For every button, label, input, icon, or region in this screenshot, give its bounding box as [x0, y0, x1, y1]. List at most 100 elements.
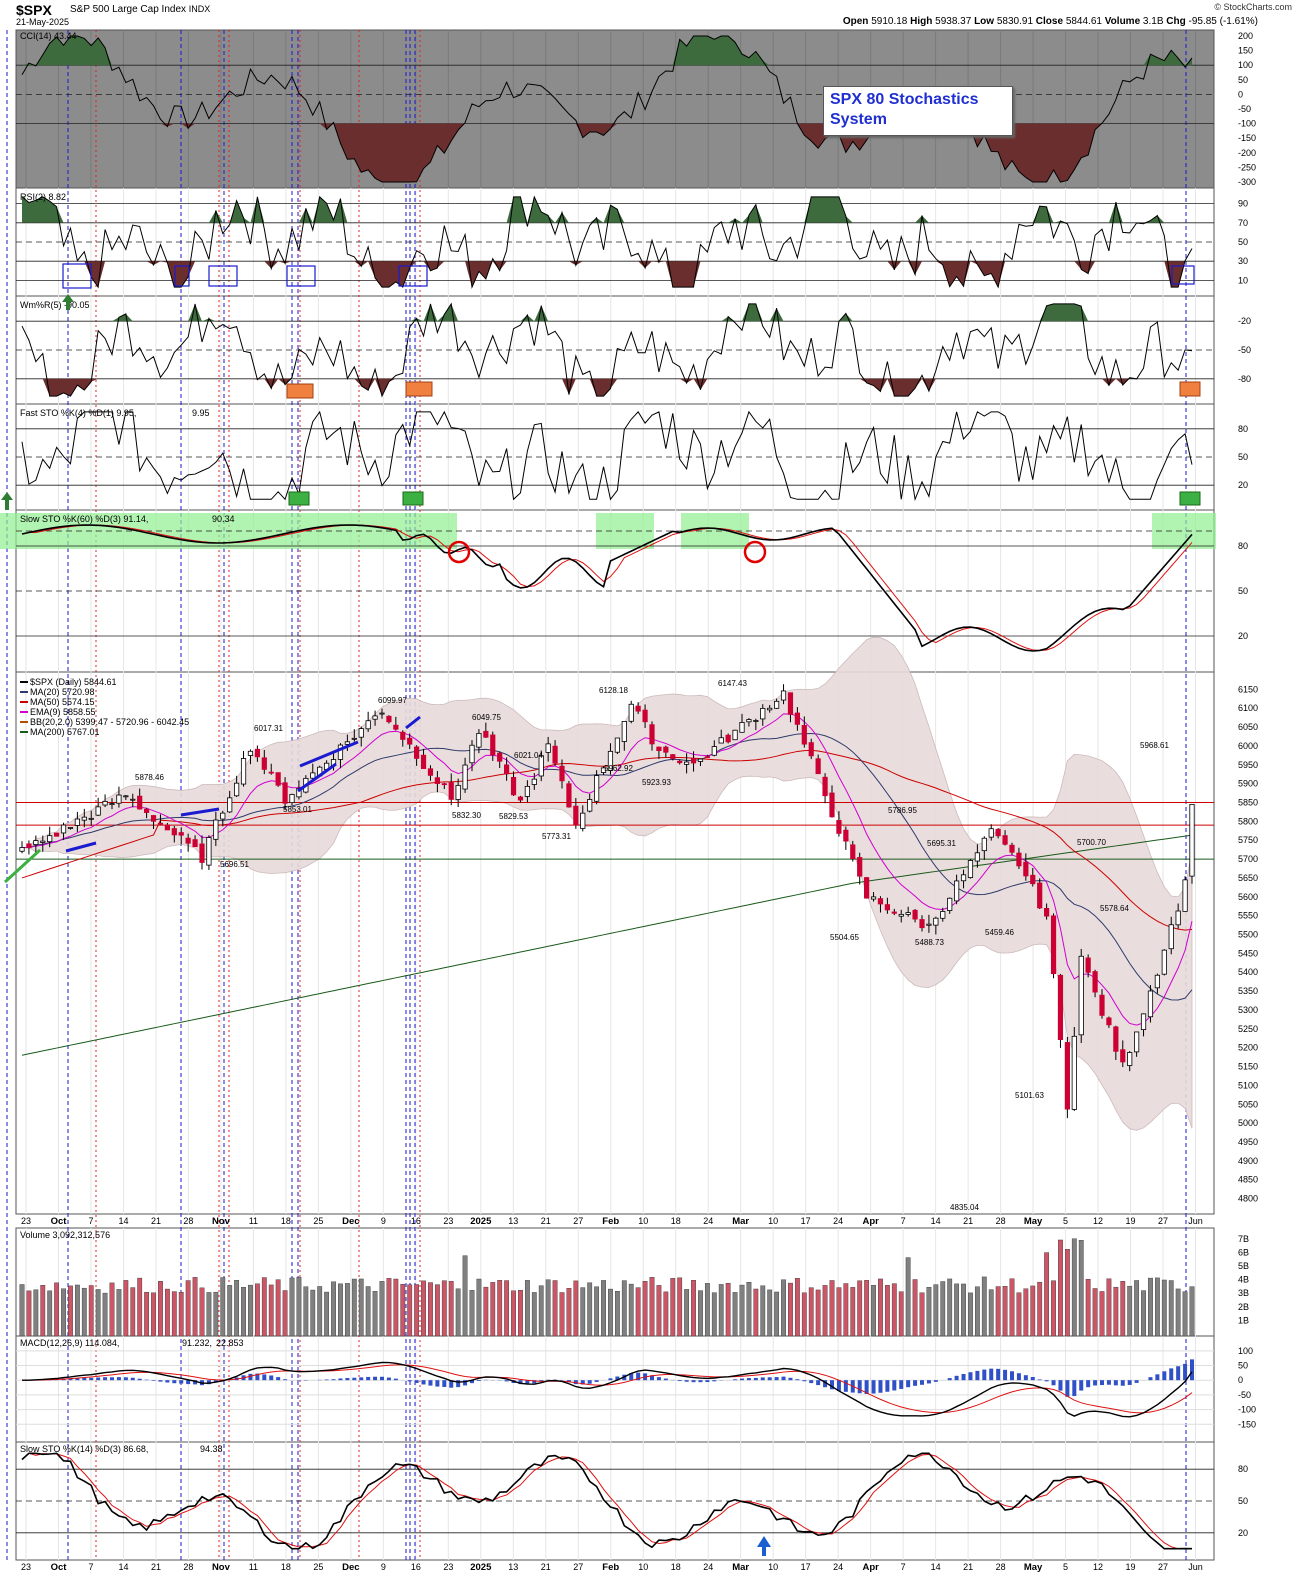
sell-signal-circle: [447, 540, 471, 564]
price-tick: 4900: [1238, 1156, 1258, 1166]
candle-body: [531, 778, 537, 785]
volume-bar: [698, 1290, 703, 1337]
macd-histogram-bar: [913, 1380, 918, 1386]
x-axis-label: 21: [541, 1216, 551, 1226]
volume-tick: 3B: [1238, 1288, 1249, 1298]
exchange: INDX: [188, 4, 211, 14]
candle-body: [157, 822, 164, 825]
x-axis-label: 27: [1158, 1216, 1168, 1226]
volume-bar: [988, 1289, 994, 1337]
candle-body: [954, 880, 960, 902]
macd-histogram-bar: [636, 1372, 641, 1381]
candle-body: [704, 756, 710, 759]
x-axis-label: May: [1024, 1216, 1043, 1227]
macd-histogram-bar: [504, 1380, 509, 1382]
candle-body: [109, 803, 115, 805]
price-tick: 5700: [1238, 854, 1258, 864]
candle-body: [857, 857, 863, 877]
x-axis-label: Dec: [342, 1216, 359, 1227]
volume-bar: [815, 1289, 821, 1337]
x-axis-label: 9: [381, 1216, 386, 1226]
price-tick: 5300: [1238, 1005, 1258, 1015]
macd-histogram-bar: [830, 1380, 834, 1390]
price-annotation: 5696.51: [220, 860, 249, 869]
volume-bar: [455, 1288, 461, 1337]
volume-bar: [1064, 1249, 1070, 1337]
volume-bar: [774, 1291, 780, 1337]
price-annotation: 5962.92: [604, 764, 633, 773]
close-label: Close: [1035, 16, 1064, 27]
volume-bar: [864, 1280, 870, 1337]
volume-bar: [663, 1291, 669, 1337]
candle-body: [310, 772, 316, 779]
macd-histogram-bar: [123, 1377, 128, 1381]
macd-histogram-bar: [892, 1380, 897, 1391]
candle-body: [504, 764, 510, 775]
volume-bar: [241, 1287, 246, 1337]
annotation-line-2: System: [830, 111, 887, 128]
x-axis-label: 11: [249, 1216, 258, 1226]
x-axis-label: 13: [508, 1216, 518, 1226]
x-axis-label: 23: [443, 1562, 453, 1572]
rsi-signal-box: [1171, 265, 1195, 285]
macd-histogram-bar: [650, 1375, 654, 1381]
macd-histogram-bar: [269, 1375, 274, 1381]
volume-bar: [753, 1288, 759, 1337]
candle-body: [261, 757, 267, 770]
candle-body: [213, 819, 219, 840]
volume-bar: [898, 1291, 904, 1337]
volume-bar: [1141, 1290, 1146, 1337]
volume-bar: [1134, 1280, 1140, 1337]
macd-histogram-bar: [463, 1380, 468, 1386]
candle-body: [95, 806, 101, 816]
macd-histogram-bar: [1030, 1377, 1035, 1381]
macd-histogram-bar: [975, 1370, 980, 1381]
volume-bar: [718, 1284, 724, 1337]
volume-bar: [254, 1283, 260, 1337]
price-annotation: 5829.53: [499, 812, 528, 821]
rsi-oversold-fill: [22, 261, 1192, 288]
x-axis-label: Nov: [212, 1216, 231, 1227]
volume-bar: [331, 1281, 336, 1337]
macd-histogram-bar: [878, 1380, 883, 1393]
legend-item: MA(50) 5574.15: [30, 697, 95, 707]
candle-body: [434, 777, 440, 784]
macd-histogram-bar: [1086, 1380, 1091, 1388]
macd-histogram-bar: [1106, 1380, 1111, 1385]
slow60-label-red: 90.34: [212, 514, 235, 524]
candle-body: [54, 832, 60, 837]
trend-line-green: [3, 848, 42, 884]
slow14-label: Slow STO %K(14) %D(3) 86.68,: [20, 1444, 148, 1454]
legend-item: EMA(9) 5858.55: [30, 707, 96, 717]
macd-histogram-bar: [366, 1376, 371, 1381]
macd-histogram-bar: [248, 1373, 253, 1381]
volume-bar: [137, 1277, 143, 1337]
x-axis-label: 23: [21, 1562, 31, 1572]
volume-bar: [220, 1277, 226, 1337]
candle-body: [1071, 1035, 1077, 1110]
fast-tick: 20: [1238, 480, 1248, 490]
candle-body: [621, 720, 627, 742]
volume-bar: [912, 1279, 918, 1337]
candle-body: [33, 840, 39, 846]
volume-tick: 6B: [1238, 1247, 1249, 1257]
volume-bar: [54, 1282, 60, 1337]
cci-tick: -250: [1238, 162, 1256, 172]
x-axis-label: Oct: [51, 1216, 68, 1227]
candle-body: [891, 911, 897, 914]
volume-bar: [552, 1280, 558, 1337]
macd-histogram-bar: [705, 1380, 710, 1383]
macd-histogram-bar: [373, 1376, 378, 1381]
volume-bar: [421, 1280, 426, 1337]
candle-body: [1099, 994, 1105, 1016]
x-axis-label: 27: [573, 1216, 583, 1226]
macd-histogram-bar: [130, 1377, 135, 1381]
candle-body: [199, 843, 205, 863]
candle-body: [1002, 835, 1008, 845]
candle-body: [102, 801, 108, 806]
volume-bar: [386, 1278, 392, 1337]
volume-bar: [524, 1280, 530, 1337]
volume-bar: [1175, 1288, 1181, 1337]
macd-histogram-bar: [712, 1380, 717, 1382]
volume-bar: [926, 1287, 932, 1337]
